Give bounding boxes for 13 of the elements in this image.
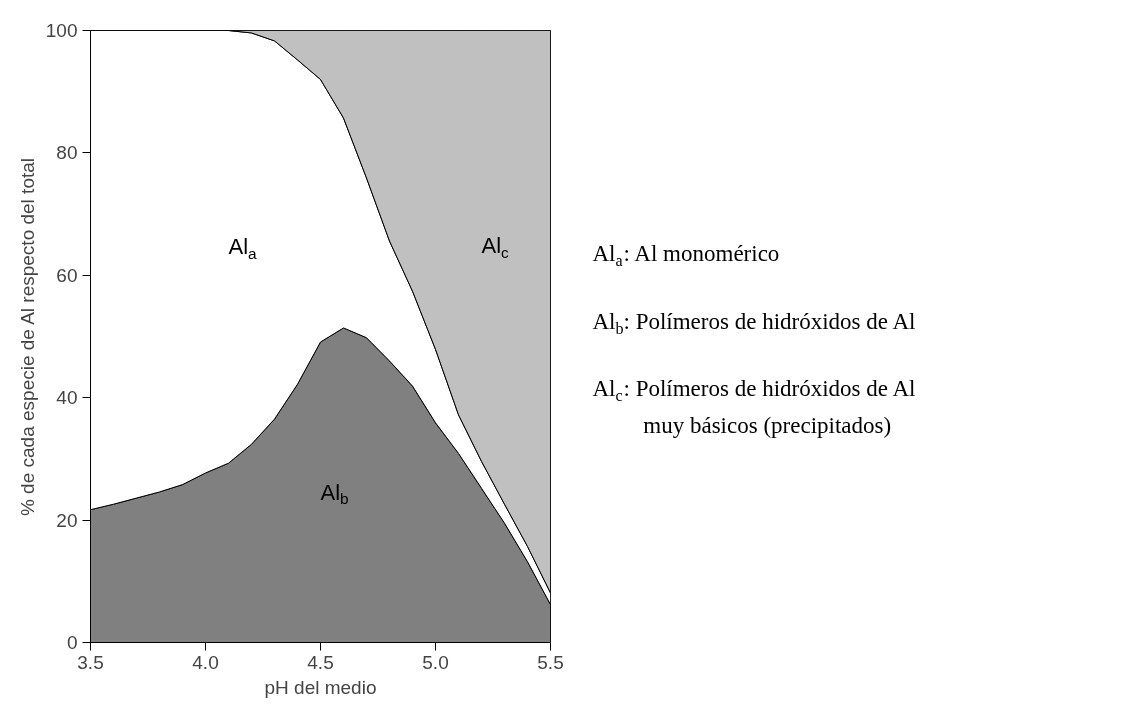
x-tick-label: 4.5 [307,651,334,673]
x-tick-label: 5.0 [422,651,449,673]
y-tick-label: 0 [66,632,78,653]
y-tick-label: 20 [56,509,78,531]
y-axis-title: % de cada especie de Al respecto del total [16,157,38,517]
x-tick-label: 3.5 [77,651,104,673]
x-tick-label: 5.5 [537,651,564,673]
x-tick-label: 4.0 [192,651,219,673]
y-tick-label: 80 [56,142,78,164]
x-axis-title: pH del medio [264,676,377,698]
y-tick-label: 60 [56,264,78,286]
y-tick-label: 100 [45,20,78,41]
y-tick-label: 40 [56,387,78,409]
